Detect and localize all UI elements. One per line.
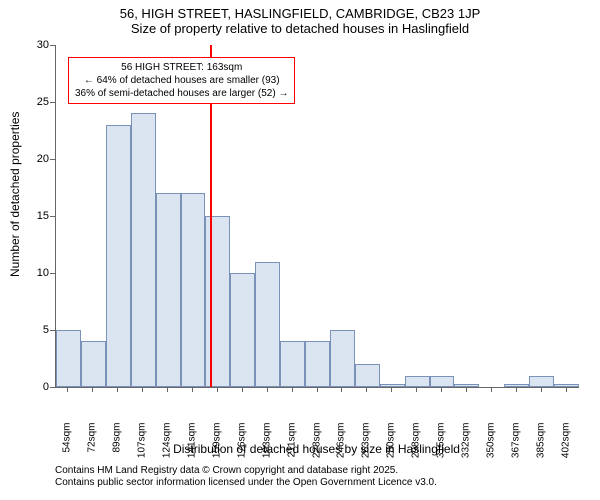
footer-line2: Contains public sector information licen…	[55, 477, 437, 488]
x-tick-mark	[192, 387, 193, 392]
y-tick-label: 25	[0, 96, 49, 108]
x-tick-mark	[366, 387, 367, 392]
bar	[131, 113, 156, 387]
y-tick-label: 30	[0, 39, 49, 51]
y-tick-label: 0	[0, 381, 49, 393]
x-tick-mark	[67, 387, 68, 392]
y-tick-label: 5	[0, 324, 49, 336]
bar	[405, 376, 430, 387]
x-tick-mark	[317, 387, 318, 392]
x-tick-mark	[566, 387, 567, 392]
bar	[305, 341, 330, 387]
legend-line1: 56 HIGH STREET: 163sqm	[75, 61, 288, 74]
bar	[280, 341, 305, 387]
x-tick-mark	[117, 387, 118, 392]
bar	[255, 262, 280, 387]
bar	[106, 125, 131, 387]
plot-area: 56 HIGH STREET: 163sqm ← 64% of detached…	[55, 45, 579, 388]
bar	[181, 193, 206, 387]
bar	[430, 376, 455, 387]
x-tick-mark	[217, 387, 218, 392]
legend-box: 56 HIGH STREET: 163sqm ← 64% of detached…	[68, 57, 295, 104]
legend-line2: ← 64% of detached houses are smaller (93…	[75, 74, 288, 87]
bar	[330, 330, 355, 387]
bar	[355, 364, 380, 387]
bar	[230, 273, 255, 387]
x-axis-label: Distribution of detached houses by size …	[55, 442, 578, 456]
bar	[56, 330, 81, 387]
x-tick-mark	[341, 387, 342, 392]
x-tick-mark	[541, 387, 542, 392]
x-tick-mark	[92, 387, 93, 392]
bar	[529, 376, 554, 387]
x-tick-mark	[491, 387, 492, 392]
chart-title-line1: 56, HIGH STREET, HASLINGFIELD, CAMBRIDGE…	[0, 0, 600, 21]
x-tick-mark	[516, 387, 517, 392]
x-tick-mark	[466, 387, 467, 392]
x-tick-mark	[242, 387, 243, 392]
chart-title-line2: Size of property relative to detached ho…	[0, 21, 600, 36]
x-tick-mark	[416, 387, 417, 392]
bar	[81, 341, 106, 387]
x-tick-mark	[267, 387, 268, 392]
x-tick-mark	[142, 387, 143, 392]
bar	[205, 216, 230, 387]
x-tick-mark	[292, 387, 293, 392]
footer-line1: Contains HM Land Registry data © Crown c…	[55, 465, 398, 476]
bar	[156, 193, 181, 387]
chart-container: 56, HIGH STREET, HASLINGFIELD, CAMBRIDGE…	[0, 0, 600, 500]
x-tick-mark	[391, 387, 392, 392]
y-axis-label: Number of detached properties	[8, 157, 22, 277]
legend-line3: 36% of semi-detached houses are larger (…	[75, 87, 288, 100]
x-tick-mark	[167, 387, 168, 392]
x-tick-mark	[441, 387, 442, 392]
